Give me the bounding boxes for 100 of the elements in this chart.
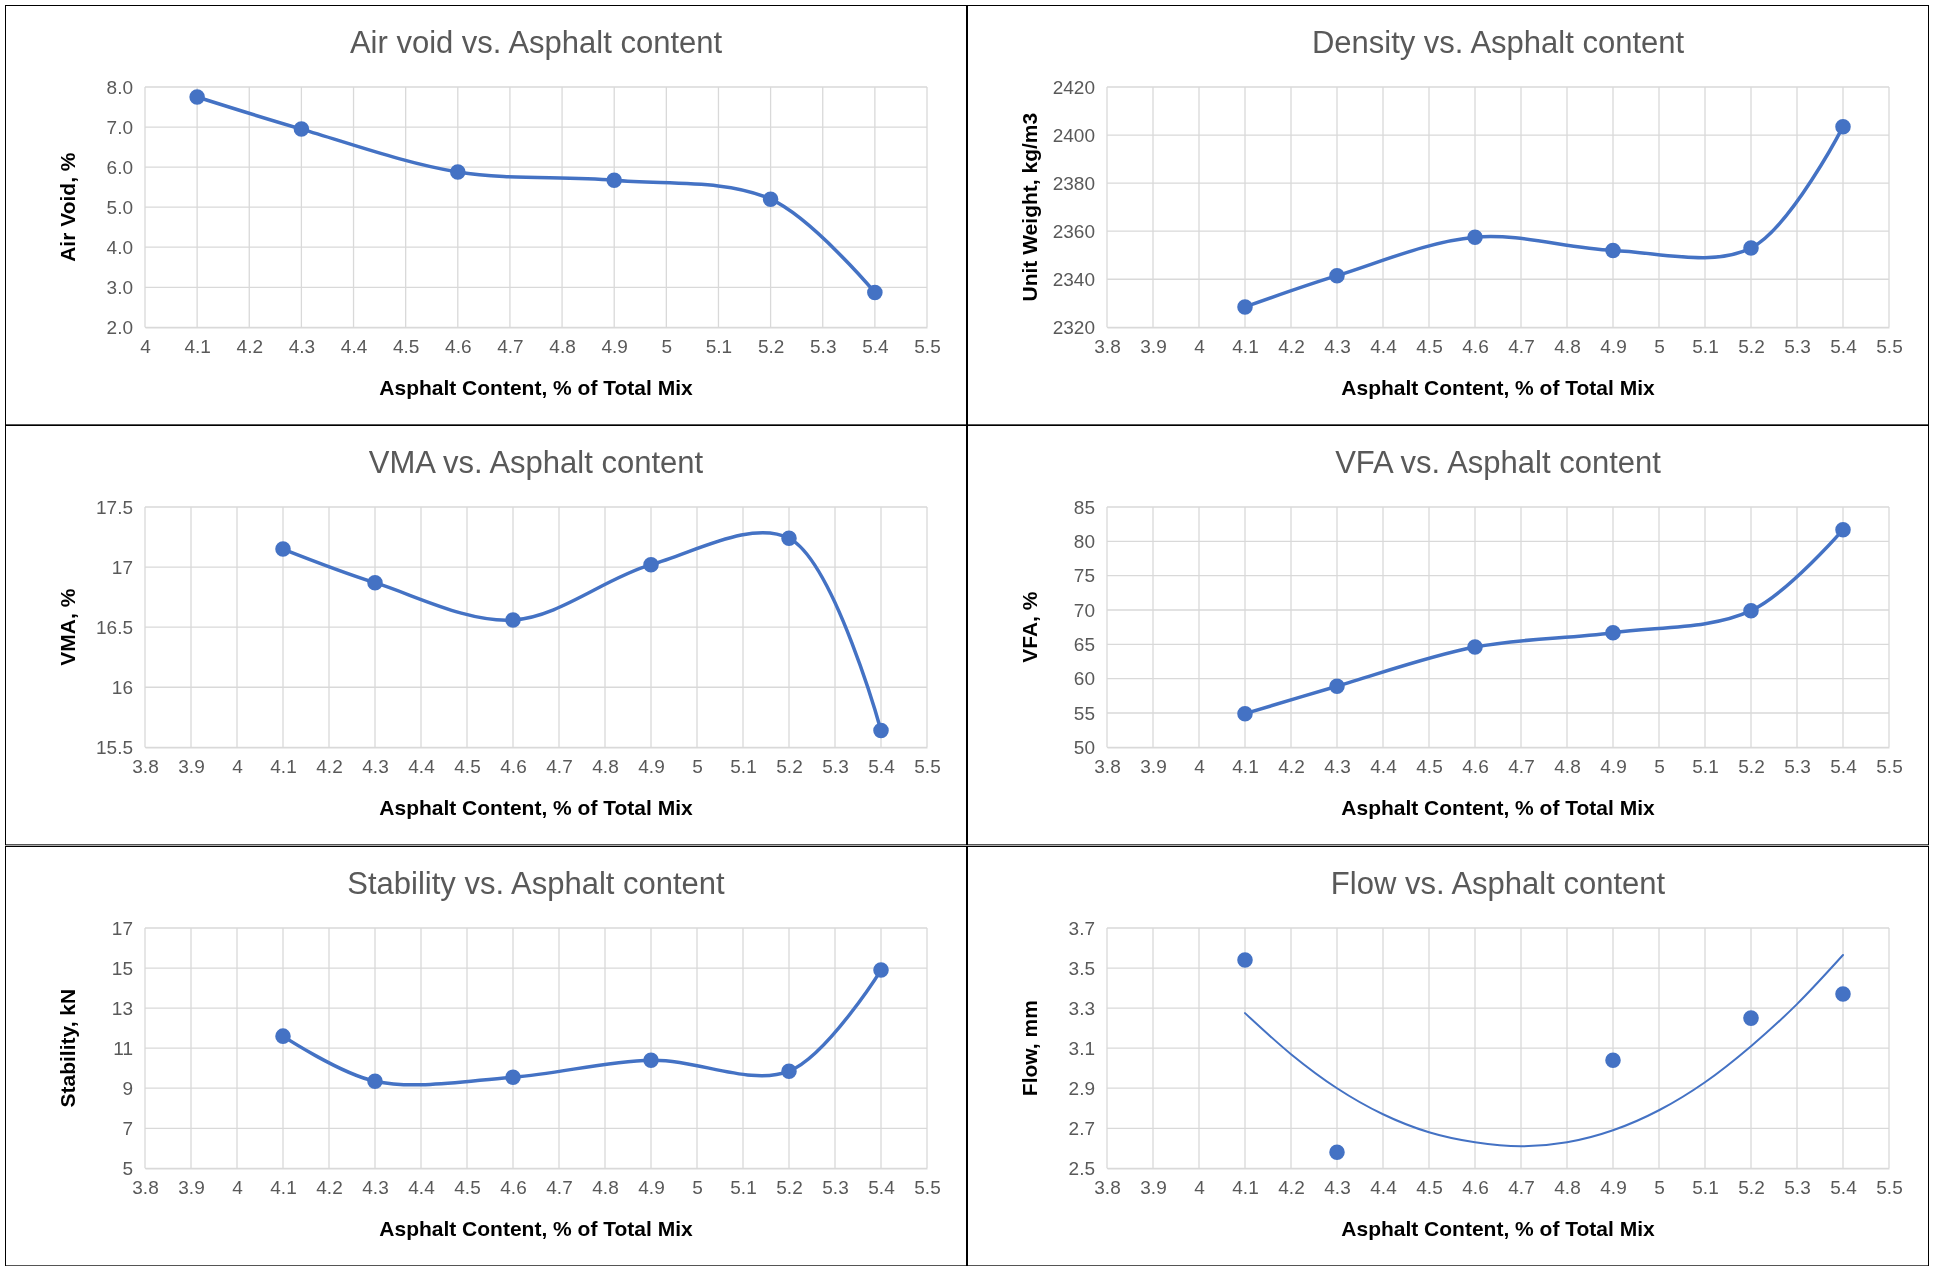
x-tick-label: 5.4	[868, 1176, 896, 1198]
point	[1329, 678, 1345, 695]
chart-title: Flow vs. Asphalt content	[1330, 865, 1666, 901]
x-axis-title: Asphalt Content, % of Total Mix	[1341, 376, 1656, 400]
y-tick-label: 2400	[1052, 124, 1095, 146]
point	[505, 1069, 521, 1085]
y-tick-label: 2.7	[1068, 1117, 1095, 1139]
x-tick-label: 4.3	[362, 1176, 389, 1198]
x-tick-label: 4.3	[288, 335, 316, 357]
x-tick-label: 4.9	[1600, 756, 1627, 778]
x-tick-label: 5.1	[730, 1176, 757, 1198]
y-tick-label: 4.0	[106, 236, 133, 258]
y-tick-label: 13	[111, 997, 133, 1019]
x-tick-label: 5	[692, 1176, 703, 1198]
x-tick-label: 4.5	[392, 335, 420, 357]
x-tick-label: 4.4	[408, 1176, 436, 1198]
x-axis-title: Asphalt Content, % of Total Mix	[1341, 796, 1656, 820]
x-tick-label: 4.1	[1232, 1176, 1259, 1198]
x-tick-label: 3.8	[132, 1176, 159, 1198]
x-tick-label: 3.9	[178, 1176, 205, 1198]
x-tick-label: 4.2	[1278, 1176, 1305, 1198]
x-tick-label: 3.9	[1140, 1176, 1167, 1198]
x-tick-label: 5.2	[776, 1176, 803, 1198]
x-tick-label: 4.5	[1416, 756, 1443, 778]
y-tick-label: 7	[122, 1117, 133, 1139]
x-tick-label: 4.4	[340, 335, 368, 357]
point	[1835, 118, 1851, 135]
y-tick-label: 3.5	[1068, 957, 1095, 979]
x-tick-label: 5	[692, 756, 703, 778]
x-tick-label: 4.1	[270, 756, 297, 778]
x-tick-label: 4.1	[270, 1176, 297, 1198]
x-tick-label: 4.8	[549, 335, 576, 357]
x-tick-label: 5.5	[1876, 756, 1903, 778]
x-tick-label: 4.7	[1508, 1176, 1535, 1198]
x-axis-title: Asphalt Content, % of Total Mix	[379, 1216, 694, 1240]
x-tick-label: 4.9	[601, 335, 628, 357]
y-tick-label: 2320	[1052, 316, 1095, 338]
x-tick-label: 5.4	[1830, 756, 1858, 778]
point	[1835, 522, 1851, 538]
x-tick-label: 5.3	[1784, 335, 1811, 357]
y-tick-label: 8.0	[106, 76, 133, 98]
point	[1835, 985, 1851, 1002]
point	[1605, 625, 1621, 641]
x-tick-label: 5.3	[822, 1176, 849, 1198]
point	[275, 1028, 291, 1044]
point	[367, 1073, 383, 1089]
x-tick-label: 5	[1654, 1176, 1665, 1198]
y-tick-label: 15	[111, 957, 133, 979]
x-tick-label: 5.2	[757, 335, 785, 357]
x-tick-label: 4.6	[1462, 756, 1489, 778]
x-tick-label: 5.3	[822, 756, 849, 778]
x-tick-label: 5.5	[1876, 1176, 1903, 1198]
y-axis-title: VFA, %	[1018, 591, 1041, 664]
x-tick-label: 4	[1194, 756, 1206, 778]
point	[781, 530, 797, 547]
x-tick-label: 4.1	[1232, 335, 1259, 357]
x-tick-label: 5.2	[776, 756, 803, 778]
x-tick-label: 4.8	[1554, 1176, 1581, 1198]
x-axis-title: Asphalt Content, % of Total Mix	[379, 376, 694, 400]
point	[1237, 706, 1253, 722]
y-tick-label: 7.0	[106, 116, 133, 138]
x-tick-label: 5.1	[730, 756, 757, 778]
x-tick-label: 4.9	[1600, 1176, 1627, 1198]
x-tick-label: 4.6	[445, 335, 472, 357]
point	[1237, 299, 1253, 315]
y-tick-label: 17.5	[96, 496, 133, 518]
x-tick-label: 4.1	[184, 335, 211, 357]
x-tick-label: 4.7	[546, 1176, 573, 1198]
point	[873, 723, 889, 739]
y-tick-label: 17	[111, 917, 133, 939]
x-tick-label: 5.5	[1876, 335, 1903, 357]
y-tick-label: 15.5	[96, 737, 133, 759]
point	[1329, 1144, 1345, 1160]
x-tick-label: 5.1	[1692, 1176, 1719, 1198]
x-tick-label: 4	[1194, 335, 1206, 357]
y-axis-title: Flow, mm	[1018, 999, 1041, 1096]
point	[189, 89, 205, 105]
y-tick-label: 5	[122, 1157, 133, 1179]
chart-title: Stability vs. Asphalt content	[347, 865, 726, 901]
y-tick-label: 2.0	[106, 316, 133, 338]
x-tick-label: 5.1	[705, 335, 733, 357]
x-tick-label: 4.4	[1370, 1176, 1398, 1198]
point	[450, 164, 466, 180]
x-tick-label: 5.1	[1692, 756, 1719, 778]
y-tick-label: 60	[1073, 668, 1095, 690]
line-series	[1244, 953, 1844, 1147]
x-tick-label: 4.6	[500, 1176, 527, 1198]
y-tick-label: 85	[1073, 496, 1095, 518]
point	[1605, 1052, 1621, 1068]
x-tick-label: 4.8	[592, 756, 619, 778]
chart-title: Density vs. Asphalt content	[1311, 25, 1685, 60]
y-tick-label: 2.9	[1068, 1077, 1095, 1099]
y-tick-label: 50	[1073, 737, 1095, 759]
y-tick-label: 11	[113, 1037, 133, 1059]
point	[275, 541, 291, 558]
point	[1743, 603, 1759, 619]
y-tick-label: 16.5	[96, 617, 133, 639]
x-tick-label: 4.4	[1370, 335, 1398, 357]
x-tick-label: 4.1	[1232, 756, 1259, 778]
x-tick-label: 4.7	[1508, 335, 1535, 357]
